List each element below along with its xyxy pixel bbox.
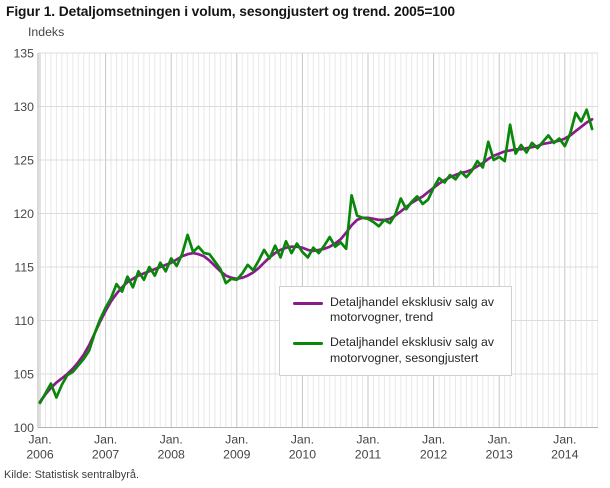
figure-title: Figur 1. Detaljomsetningen i volum, seso… <box>6 4 455 19</box>
svg-text:2008: 2008 <box>158 448 186 462</box>
svg-text:2012: 2012 <box>420 448 448 462</box>
svg-text:2014: 2014 <box>551 448 579 462</box>
x-axis-tick-labels: Jan.2006Jan.2007Jan.2008Jan.2009Jan.2010… <box>26 433 578 462</box>
svg-text:Jan.: Jan. <box>160 433 183 447</box>
legend-item-trend[interactable]: Detaljhandel eksklusiv salg av motorvogn… <box>293 295 503 325</box>
trend-line-swatch-icon <box>293 302 323 305</box>
svg-text:2010: 2010 <box>289 448 317 462</box>
chart-legend: Detaljhandel eksklusiv salg av motorvogn… <box>279 286 512 376</box>
svg-text:2013: 2013 <box>486 448 514 462</box>
svg-text:Jan.: Jan. <box>225 433 248 447</box>
series-line-seasonal <box>38 108 594 405</box>
seasonal-line-swatch-icon <box>293 342 323 346</box>
svg-text:120: 120 <box>13 207 34 221</box>
legend-item-seasonal[interactable]: Detaljhandel eksklusiv salg av motorvogn… <box>293 335 503 365</box>
axis-lines <box>37 53 598 428</box>
svg-text:130: 130 <box>13 100 34 114</box>
svg-text:2011: 2011 <box>355 448 382 462</box>
svg-text:2009: 2009 <box>223 448 251 462</box>
svg-text:110: 110 <box>14 314 34 328</box>
svg-text:105: 105 <box>13 368 34 382</box>
legend-label-trend: Detaljhandel eksklusiv salg av motorvogn… <box>330 295 495 325</box>
y-axis-unit-label: Indeks <box>28 25 65 39</box>
y-axis-tick-labels: 100 105 110 115 120 125 130 135 <box>13 47 34 436</box>
svg-text:115: 115 <box>14 261 34 275</box>
svg-text:Jan.: Jan. <box>28 433 51 447</box>
svg-text:Jan.: Jan. <box>422 433 445 447</box>
svg-text:Jan.: Jan. <box>553 433 576 447</box>
svg-text:2007: 2007 <box>92 448 120 462</box>
source-note: Kilde: Statistisk sentralbyrå. <box>4 469 140 481</box>
svg-text:Jan.: Jan. <box>356 433 379 447</box>
svg-text:100: 100 <box>13 421 34 435</box>
svg-text:Jan.: Jan. <box>488 433 511 447</box>
svg-text:125: 125 <box>13 154 34 168</box>
svg-text:135: 135 <box>13 47 34 61</box>
svg-text:2006: 2006 <box>26 448 54 462</box>
svg-text:Jan.: Jan. <box>94 433 117 447</box>
legend-label-seasonal: Detaljhandel eksklusiv salg av motorvogn… <box>330 335 495 365</box>
svg-text:Jan.: Jan. <box>291 433 314 447</box>
